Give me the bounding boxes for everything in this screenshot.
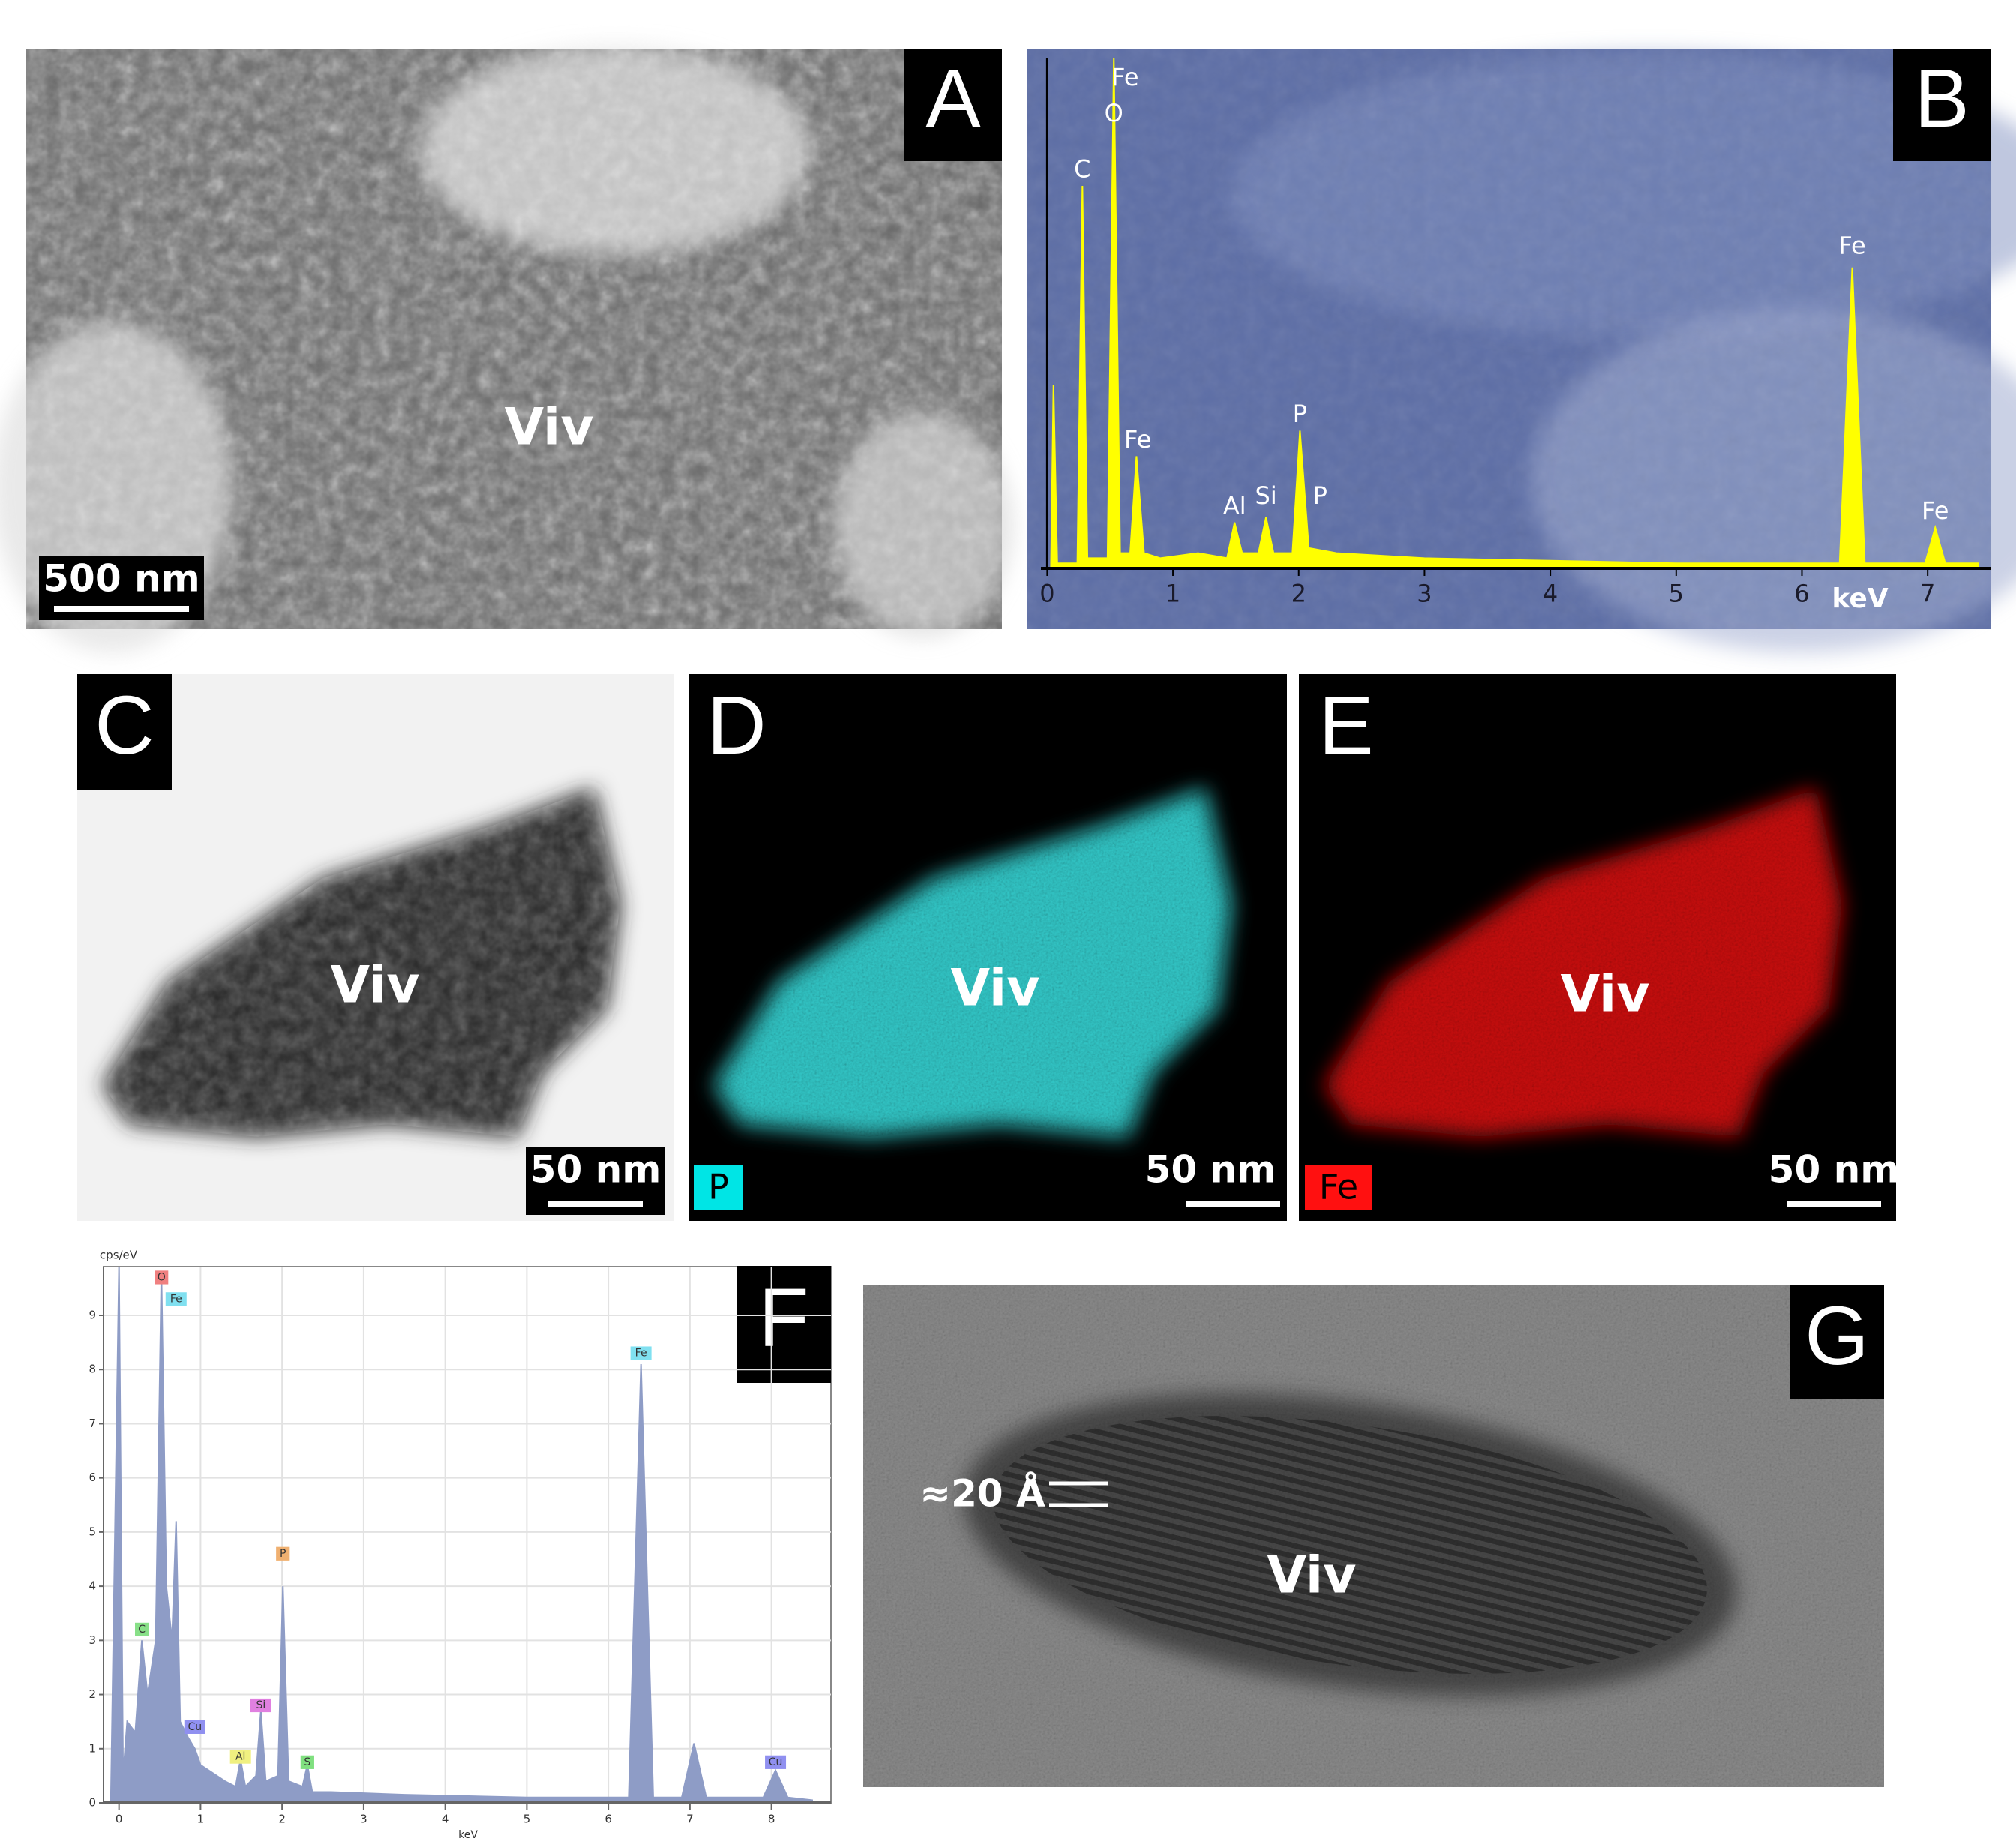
phase-label: Viv <box>1267 1546 1356 1606</box>
panel-b <box>1028 49 2016 652</box>
x-axis-label: keV <box>458 1829 478 1841</box>
panel-letter: C <box>94 679 154 772</box>
panel-f <box>103 1266 832 1804</box>
y-tick-label: 8 <box>88 1363 96 1376</box>
y-tick-label: 6 <box>88 1471 96 1484</box>
panel-letter: D <box>706 679 766 772</box>
peak-label: Fe <box>1922 496 1948 525</box>
y-tick-label: 3 <box>88 1633 96 1647</box>
phase-label: Viv <box>950 959 1040 1018</box>
peak-label: P <box>280 1548 286 1560</box>
x-tick-label: 0 <box>116 1813 123 1826</box>
y-tick-label: 7 <box>88 1417 96 1430</box>
spacing-label: ≈20 Å <box>920 1471 1046 1516</box>
peak-label: Fe <box>1838 232 1865 260</box>
scale-bar-label: 50 nm <box>530 1148 662 1192</box>
peak-label: Cu <box>769 1756 783 1768</box>
peak-label-box <box>230 1750 251 1764</box>
y-tick-label: 1 <box>88 1741 96 1755</box>
peak-label-box <box>250 1698 272 1713</box>
peak-label: P <box>1293 400 1307 428</box>
peak-label: Fe <box>1112 63 1138 91</box>
peak-label: S <box>304 1756 310 1768</box>
x-tick-label: 3 <box>360 1813 368 1826</box>
peak-label-box <box>765 1755 787 1769</box>
panel-letter: G <box>1804 1290 1869 1382</box>
x-tick-label: 0 <box>1040 580 1054 608</box>
y-axis-label: cps/eV <box>100 1249 138 1262</box>
element-label: Fe <box>1319 1167 1358 1207</box>
spectrum <box>110 1267 813 1803</box>
peak-label: Si <box>1256 481 1277 510</box>
panel-c <box>77 674 674 1221</box>
peak-label-box <box>135 1622 149 1636</box>
x-tick-label: 1 <box>197 1813 205 1826</box>
y-tick-label: 0 <box>88 1796 96 1810</box>
peak-label-box <box>154 1270 169 1285</box>
peak-label-box <box>165 1292 187 1306</box>
y-tick-label: 4 <box>88 1579 96 1593</box>
x-axis-label: keV <box>1832 583 1888 614</box>
peak-label: C <box>138 1624 146 1636</box>
spectrum <box>1047 58 1979 569</box>
scale-bar-label: 50 nm <box>1768 1148 1900 1192</box>
peak-label-box <box>276 1546 290 1561</box>
phase-label: Viv <box>504 398 593 457</box>
x-tick-label: 3 <box>1417 580 1432 608</box>
panel-a <box>0 45 1012 652</box>
panel-e <box>1299 674 1896 1221</box>
peak-label: Si <box>256 1699 266 1711</box>
phase-label: Viv <box>330 956 419 1015</box>
y-tick-label: 2 <box>88 1687 96 1701</box>
y-tick-label: 5 <box>88 1525 96 1538</box>
panel-letter: A <box>926 52 981 145</box>
peak-label: O <box>1105 99 1124 127</box>
peak-label: Fe <box>170 1293 182 1305</box>
panel-letter: E <box>1318 679 1373 772</box>
peak-label: P <box>1313 481 1328 510</box>
y-tick-label: 9 <box>88 1309 96 1322</box>
x-tick-label: 6 <box>1794 580 1809 608</box>
x-tick-label: 7 <box>686 1813 694 1826</box>
scale-bar-label: 50 nm <box>1145 1148 1276 1192</box>
x-tick-label: 1 <box>1166 580 1180 608</box>
panel-d <box>688 674 1287 1221</box>
panel-letter: B <box>1914 52 1969 145</box>
x-tick-label: 5 <box>1669 580 1684 608</box>
scale-bar-label: 500 nm <box>43 557 200 601</box>
peak-label: Al <box>1223 491 1246 520</box>
peak-label: O <box>158 1271 166 1283</box>
panel-letter: F <box>758 1272 808 1364</box>
peak-label: Fe <box>635 1348 647 1360</box>
x-tick-label: 6 <box>604 1813 612 1826</box>
x-tick-label: 2 <box>278 1813 286 1826</box>
peak-label: Al <box>236 1751 245 1763</box>
element-label: P <box>708 1167 729 1207</box>
panel-g <box>863 1285 1884 1787</box>
peak-label: Cu <box>188 1721 202 1733</box>
peak-label-box <box>630 1346 652 1360</box>
peak-label-box <box>184 1720 206 1734</box>
x-tick-label: 2 <box>1292 580 1306 608</box>
x-tick-label: 5 <box>524 1813 531 1826</box>
x-tick-label: 7 <box>1920 580 1935 608</box>
peak-label: Fe <box>1124 425 1151 454</box>
peak-label-box <box>300 1755 314 1769</box>
x-tick-label: 8 <box>768 1813 776 1826</box>
x-tick-label: 4 <box>1543 580 1558 608</box>
phase-label: Viv <box>1560 965 1649 1024</box>
x-tick-label: 4 <box>442 1813 449 1826</box>
peak-label: C <box>1074 155 1090 184</box>
